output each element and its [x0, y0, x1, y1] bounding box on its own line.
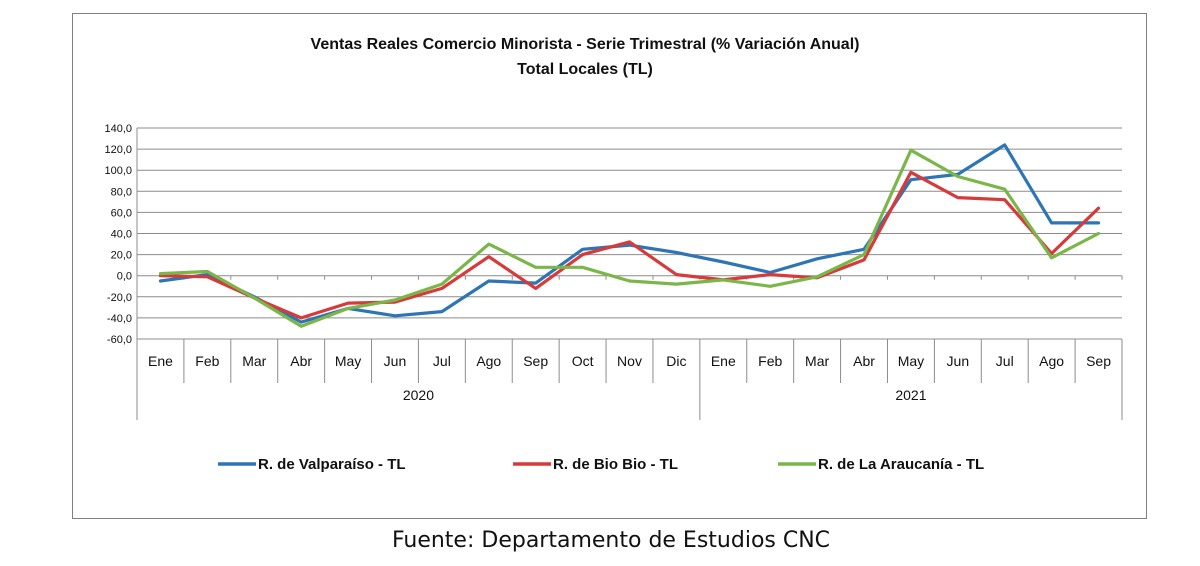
x-tick-label: Mar	[242, 353, 266, 369]
x-tick-label: Jun	[384, 353, 407, 369]
line-chart: Ventas Reales Comercio Minorista - Serie…	[104, 36, 1123, 473]
y-tick-label: 120,0	[104, 144, 132, 156]
legend-label: R. de Valparaíso - TL	[258, 456, 406, 473]
series-line-1	[158, 143, 1101, 324]
group-label: 2021	[895, 387, 926, 403]
y-tick-label: 100,0	[104, 165, 132, 177]
y-tick-label: 20,0	[111, 250, 132, 262]
x-tick-label: Ago	[476, 353, 501, 369]
grid-lines	[137, 127, 1122, 340]
legend-label: R. de Bio Bio - TL	[553, 456, 678, 473]
x-tick-label: Feb	[758, 353, 782, 369]
x-tick-label: Sep	[1086, 353, 1111, 369]
x-tick-label: Abr	[853, 353, 875, 369]
chart-container: Ventas Reales Comercio Minorista - Serie…	[72, 13, 1147, 519]
y-tick-label: 40,0	[111, 229, 132, 241]
x-tick-label: Jul	[433, 353, 451, 369]
y-tick-label: 0,0	[117, 271, 132, 283]
series-line-2	[158, 170, 1101, 320]
series-lines	[158, 143, 1101, 328]
group-label: 2020	[403, 387, 434, 403]
y-tick-label: 80,0	[111, 186, 132, 198]
y-tick-label: 60,0	[111, 207, 132, 219]
y-tick-label: -20,0	[107, 292, 132, 304]
x-tick-label: Ene	[148, 353, 173, 369]
axes: 140,0 120,0 100,0 80,0 60,0 40,0 20,0 0,0 -20,0 -…	[104, 123, 1123, 420]
x-tick-label: Oct	[572, 353, 594, 369]
x-tick-label: May	[898, 353, 924, 369]
x-tick-label: Mar	[805, 353, 829, 369]
y-tick-label: -60,0	[107, 334, 132, 346]
x-tick-label: Nov	[617, 353, 642, 369]
series-line-3	[158, 148, 1101, 328]
chart-subtitle: Total Locales (TL)	[517, 61, 653, 78]
chart-title: Ventas Reales Comercio Minorista - Serie…	[311, 36, 860, 53]
x-tick-label: Jul	[996, 353, 1014, 369]
x-tick-label: Sep	[523, 353, 548, 369]
x-tick-label: Jun	[947, 353, 970, 369]
x-tick-label: May	[335, 353, 361, 369]
x-tick-label: Ago	[1039, 353, 1064, 369]
legend-label: R. de La Araucanía - TL	[818, 456, 984, 473]
x-tick-label: Ene	[711, 353, 736, 369]
x-tick-label: Dic	[666, 353, 686, 369]
x-tick-label: Feb	[195, 353, 219, 369]
source-note: Fuente: Departamento de Estudios CNC	[391, 528, 831, 553]
legend: R. de Valparaíso - TL R. de Bio Bio - TL R…	[218, 456, 984, 473]
y-tick-label: 140,0	[104, 123, 132, 135]
y-tick-label: -40,0	[107, 313, 132, 325]
x-tick-label: Abr	[290, 353, 312, 369]
